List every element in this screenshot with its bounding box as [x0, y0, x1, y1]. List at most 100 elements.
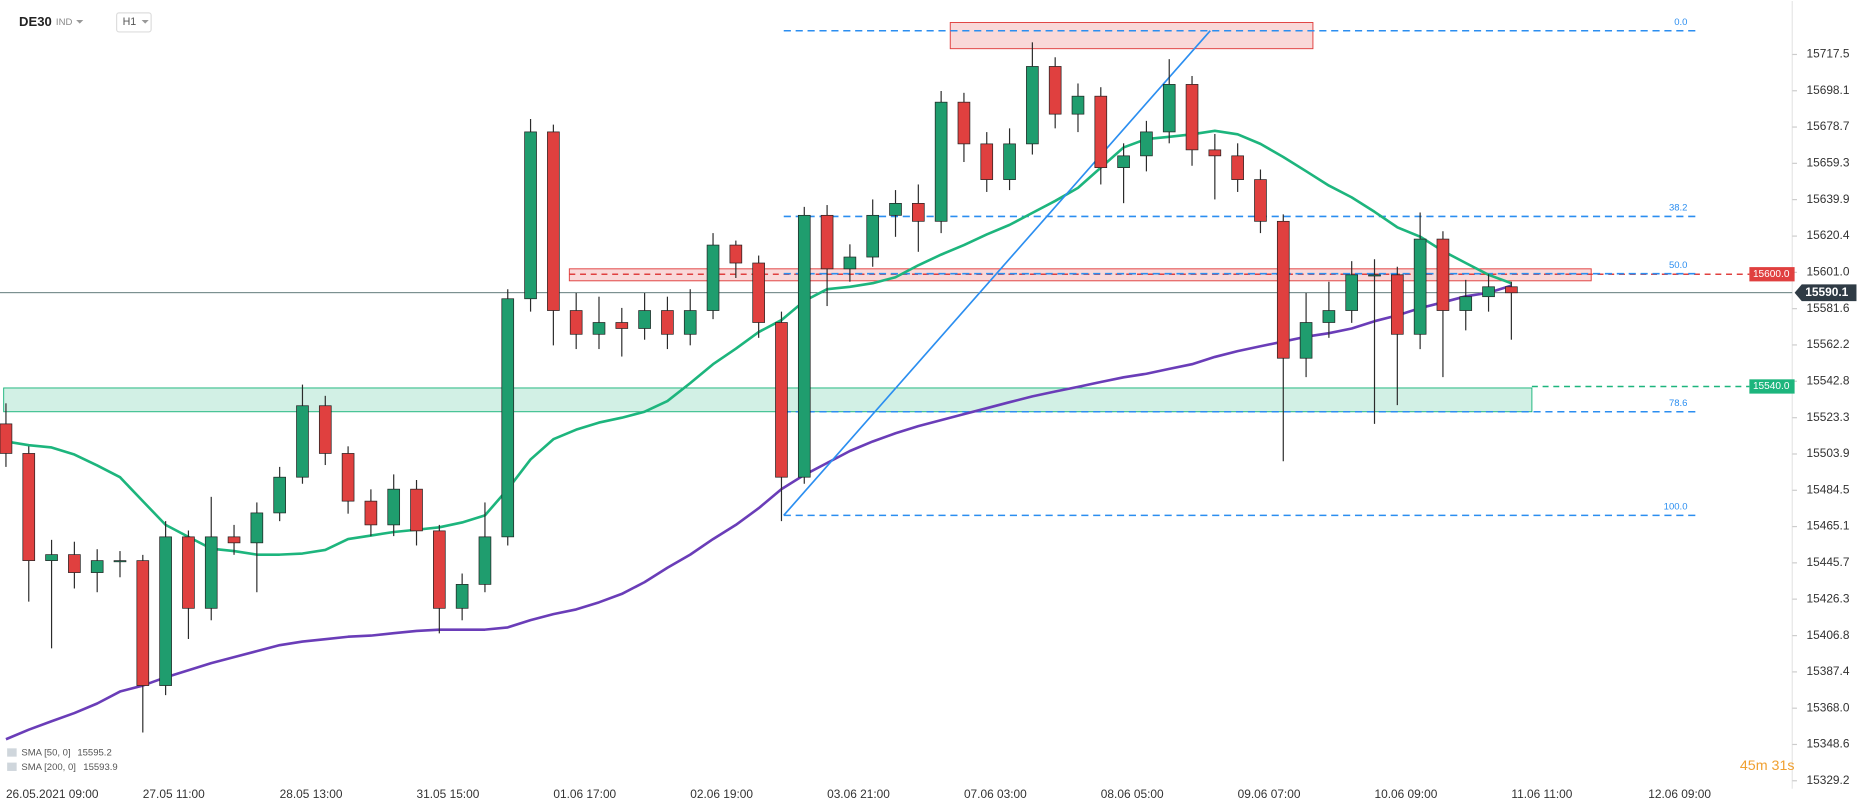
candle-body	[1482, 286, 1495, 298]
candle-body	[1413, 238, 1427, 335]
zone	[949, 22, 1314, 50]
candle-body	[843, 256, 857, 270]
candle-body	[1117, 155, 1130, 168]
level-tag	[1749, 267, 1795, 282]
legend-value: 15595.2	[77, 748, 111, 759]
candle-body	[1140, 131, 1153, 157]
timeframe[interactable]: H1	[123, 16, 137, 28]
y-tick-label: 15698.1	[1806, 83, 1849, 97]
dropdown-arrow[interactable]	[141, 20, 149, 24]
fib-label: 100.0	[1664, 502, 1688, 513]
candle-body	[912, 203, 925, 222]
x-tick-label: 10.06 09:00	[1375, 787, 1438, 801]
y-tick-label: 15387.4	[1806, 664, 1849, 678]
y-tick-label: 15678.7	[1806, 119, 1849, 133]
legend-icon	[7, 762, 17, 771]
candle-body	[1003, 143, 1016, 180]
x-tick-label: 07.06 03:00	[964, 787, 1027, 801]
level-tag-label: 15540.0	[1753, 381, 1790, 392]
candle-body	[113, 560, 127, 563]
y-tick-label: 15426.3	[1806, 591, 1849, 605]
candle-body	[775, 322, 788, 478]
candle-body	[1254, 179, 1267, 222]
legend-value: 15593.9	[83, 762, 117, 773]
candle-body	[1391, 274, 1404, 335]
x-tick-label: 26.05.2021 09:00	[6, 787, 99, 801]
candle-body	[889, 203, 902, 216]
x-tick-label: 01.06 17:00	[553, 787, 616, 801]
y-tick-label: 15329.2	[1806, 773, 1849, 787]
candle-body	[547, 131, 560, 311]
candle-body	[455, 584, 469, 609]
x-tick-label: 31.05 15:00	[417, 787, 480, 801]
level-tag	[1749, 379, 1795, 394]
candle-body	[433, 530, 446, 609]
sma-line	[5, 284, 1512, 741]
candle-body	[227, 536, 241, 544]
dropdown-arrow[interactable]	[76, 20, 84, 24]
candle-body	[1094, 95, 1108, 168]
candle-body	[273, 476, 286, 514]
x-tick-label: 03.06 21:00	[827, 787, 890, 801]
countdown: 45m 31s	[1740, 758, 1795, 774]
candle-body	[1345, 274, 1359, 311]
candle-body	[1368, 274, 1381, 277]
timeframe-box[interactable]	[116, 12, 152, 33]
x-tick-label: 12.06 09:00	[1648, 787, 1711, 801]
x-tick-label: 08.06 05:00	[1101, 787, 1164, 801]
candle-body	[159, 536, 172, 686]
candle-body	[1026, 66, 1039, 145]
candle-body	[1162, 84, 1176, 133]
candle-body	[980, 143, 994, 180]
y-tick-label: 15445.7	[1806, 555, 1849, 569]
y-tick-label: 15465.1	[1806, 519, 1849, 533]
trend-line	[783, 30, 1211, 516]
candle-body	[524, 131, 537, 300]
candle-body	[1185, 84, 1199, 151]
candle-body	[182, 536, 195, 609]
candle-body	[318, 405, 332, 454]
candle-body	[204, 536, 218, 609]
candle-body	[341, 453, 355, 502]
candle-body	[934, 101, 948, 222]
y-tick-label: 15484.5	[1806, 482, 1849, 496]
candle-body	[45, 554, 58, 561]
candle-body	[1208, 149, 1222, 157]
last-price-label: 15590.1	[1805, 285, 1848, 299]
y-tick-label: 15620.4	[1806, 228, 1849, 242]
candle-body	[569, 310, 583, 335]
candle-body	[797, 214, 811, 478]
x-tick-label: 02.06 19:00	[690, 787, 753, 801]
candle-body	[683, 310, 697, 335]
market[interactable]: IND	[56, 17, 73, 28]
candle-body	[1071, 95, 1085, 115]
candle-body	[1459, 296, 1473, 311]
candle-body	[752, 262, 765, 323]
candle-body	[729, 244, 743, 264]
x-tick-label: 28.05 13:00	[280, 787, 343, 801]
candle-body	[706, 244, 720, 311]
y-tick-label: 15542.8	[1806, 373, 1849, 387]
candle-body	[1436, 238, 1450, 311]
candle-body	[68, 554, 81, 573]
candle-body	[478, 536, 492, 585]
y-tick-label: 15348.6	[1806, 737, 1849, 751]
y-tick-label: 15581.6	[1806, 301, 1849, 315]
fib-label: 38.2	[1669, 203, 1688, 214]
fib-label: 0.0	[1674, 17, 1687, 28]
x-tick-label: 09.06 07:00	[1238, 787, 1301, 801]
candle-body	[866, 214, 880, 258]
y-tick-label: 15368.0	[1806, 700, 1849, 714]
candle-body	[136, 560, 150, 686]
candle-body	[957, 101, 971, 145]
fib-label: 78.6	[1669, 398, 1688, 409]
candle-body	[615, 322, 629, 329]
candle-body	[0, 423, 13, 454]
candle-body	[501, 298, 515, 538]
fib-label: 50.0	[1669, 260, 1688, 271]
legend-name: SMA [200, 0]	[21, 762, 75, 773]
level-tag-label: 15600.0	[1753, 269, 1790, 280]
candle-body	[22, 453, 36, 561]
